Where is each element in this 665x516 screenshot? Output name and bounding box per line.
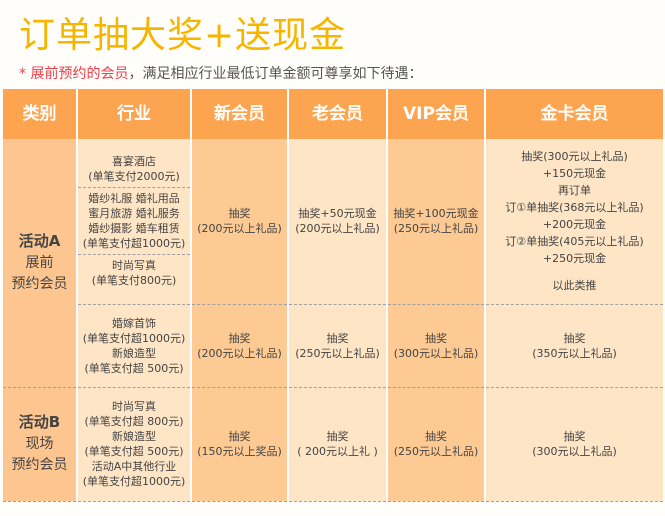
cell-line: (150元以上奖品) xyxy=(197,445,282,458)
industry-group: 时尚写真 (单笔支付超 800元) 新娘造型 (单笔支付超 500元) 活动A中其他行业… xyxy=(78,396,190,492)
new-member-cell: 抽奖 (150元以上奖品) xyxy=(190,387,288,502)
cell-line: 婚纱摄影 婚车租赁 xyxy=(88,222,180,236)
vip-member-cell: 抽奖 (300元以上礼品) xyxy=(386,304,485,388)
header-new-member: 新会员 xyxy=(190,89,288,139)
page-title: 订单抽大奖+送现金 xyxy=(19,15,347,56)
table-row: 婚嫁首饰 (单笔支付超1000元) 新娘造型 (单笔支付超 500元) 抽奖 (200元以… xyxy=(3,304,663,388)
cell-line: 抽奖 xyxy=(425,430,447,443)
cell-line: 新娘造型 xyxy=(112,346,156,360)
old-member-cell: 抽奖+50元现金 (200元以上礼品) xyxy=(287,139,387,305)
cell-line: 订①单抽奖(368元以上礼品) xyxy=(505,201,644,215)
cell-line: 抽奖+50元现金 xyxy=(298,207,377,221)
category-name: 活动A xyxy=(18,231,61,250)
cell-line: +150元现金 xyxy=(542,167,607,181)
vip-member-cell: 抽奖 (250元以上礼品) xyxy=(386,387,485,502)
cell-line: ( 200元以上礼 ) xyxy=(297,445,378,458)
cell-line: 抽奖+100元现金 xyxy=(393,207,479,221)
table-row: 活动A 展前 预约会员 喜宴酒店 (单笔支付2000元) 婚纱礼服 婚礼用品 蜜月旅游 婚礼… xyxy=(3,139,663,388)
cell-line: (250元以上礼品) xyxy=(393,445,479,458)
header-category: 类别 xyxy=(3,89,77,139)
cell-line: +200元现金 xyxy=(542,218,607,232)
cell-line: (200元以上礼品) xyxy=(197,222,282,236)
cell-line: 抽奖 xyxy=(228,331,251,345)
new-member-cell: 抽奖 (200元以上礼品) xyxy=(190,139,288,305)
cell-line: 新娘造型 xyxy=(112,430,156,443)
subtitle-text: ，满足相应行业最低订单金额可尊享如下待遇： xyxy=(128,66,423,82)
cell-line: (单笔支付超 500元) xyxy=(84,361,184,375)
industry-group: 时尚写真 (单笔支付800元) xyxy=(78,255,190,291)
cell-line: 展前 xyxy=(25,254,54,271)
cell-line: (单笔支付800元) xyxy=(91,274,177,288)
old-member-cell: 抽奖 ( 200元以上礼 ) xyxy=(287,387,387,502)
old-member-cell: 抽奖 (250元以上礼品) xyxy=(287,304,387,388)
cell-line: 抽奖 xyxy=(228,430,251,443)
cell-line: 预约会员 xyxy=(11,275,68,292)
subtitle-highlight: * 展前预约的会员 xyxy=(19,66,129,82)
gold-member-cell: 抽奖 (350元以上礼品) xyxy=(484,304,663,388)
cell-line: 抽奖 xyxy=(563,331,586,345)
cell-line: 时尚写真 xyxy=(112,400,156,413)
cell-line: (单笔支付超1000元) xyxy=(82,331,186,345)
cell-line: 活动A中其他行业 xyxy=(91,460,177,473)
cell-line: (250元以上礼品) xyxy=(393,222,479,236)
cell-line: 抽奖 xyxy=(228,207,251,221)
cell-line: 时尚写真 xyxy=(112,259,156,273)
industry-cell: 时尚写真 (单笔支付超 800元) 新娘造型 (单笔支付超 500元) 活动A中其他行业… xyxy=(76,387,191,502)
header-old-member: 老会员 xyxy=(287,89,387,139)
cell-line: (单笔支付超 800元) xyxy=(84,415,184,428)
cell-line: 预约会员 xyxy=(11,457,68,473)
cell-line: 婚纱礼服 婚礼用品 xyxy=(88,192,180,206)
subtitle: * 展前预约的会员，满足相应行业最低订单金额可尊享如下待遇： xyxy=(19,64,422,84)
new-member-cell: 抽奖 (200元以上礼品) xyxy=(190,304,288,388)
cell-line: 抽奖 xyxy=(425,331,447,345)
industry-cell: 喜宴酒店 (单笔支付2000元) 婚纱礼服 婚礼用品 蜜月旅游 婚礼服务 婚纱摄影 婚车… xyxy=(76,139,191,305)
gold-member-cell: 抽奖(300元以上礼品) +150元现金 再订单订①单抽奖(368元以上礼品) +20… xyxy=(484,139,663,305)
cell-line: (单笔支付超1000元) xyxy=(82,475,186,488)
cell-line: (300元以上礼品) xyxy=(532,445,617,458)
category-name: 活动B xyxy=(18,413,61,431)
vip-member-cell: 抽奖+100元现金 (250元以上礼品) xyxy=(386,139,485,305)
header-gold-member: 金卡会员 xyxy=(484,89,663,139)
cell-line: 蜜月旅游 婚礼服务 xyxy=(88,207,180,221)
cell-line: (200元以上礼品) xyxy=(197,346,282,360)
cell-line: (250元以上礼品) xyxy=(295,346,380,360)
header-row: 类别 行业 新会员 老会员 VIP会员 金卡会员 xyxy=(3,89,663,139)
industry-group: 喜宴酒店 (单笔支付2000元) xyxy=(78,151,190,189)
category-cell: 活动A 展前预约会员 xyxy=(3,139,77,388)
industry-cell: 婚嫁首饰 (单笔支付超1000元) 新娘造型 (单笔支付超 500元) xyxy=(76,304,191,388)
cell-line: 抽奖 xyxy=(326,331,349,345)
cell-line: (350元以上礼品) xyxy=(532,346,617,360)
benefits-table: 类别 行业 新会员 老会员 VIP会员 金卡会员 活动A 展前 预约会员 喜宴酒店 (单… xyxy=(3,89,663,502)
cell-line: 现场 xyxy=(25,436,54,452)
cell-line: 婚嫁首饰 xyxy=(112,316,156,330)
cell-line: +250元现金 xyxy=(542,252,607,266)
cell-line: 以此类推 xyxy=(552,279,597,293)
cell-line: (单笔支付超 500元) xyxy=(84,445,184,458)
cell-line: (单笔支付2000元) xyxy=(88,170,180,184)
cell-line: 喜宴酒店 xyxy=(112,155,156,169)
cell-line: 订②单抽奖(405元以上礼品) xyxy=(505,235,644,249)
industry-group: 婚纱礼服 婚礼用品 蜜月旅游 婚礼服务 婚纱摄影 婚车租赁 (单笔支付超1000元) xyxy=(78,188,190,256)
industry-group: 婚嫁首饰 (单笔支付超1000元) 新娘造型 (单笔支付超 500元) xyxy=(78,313,190,379)
cell-line: 再订单 xyxy=(558,184,591,198)
gold-member-cell: 抽奖 (300元以上礼品) xyxy=(484,387,663,502)
cell-line: (200元以上礼品) xyxy=(295,222,380,236)
category-cell: 活动B 现场预约会员 xyxy=(3,387,77,502)
header-vip-member: VIP会员 xyxy=(386,89,485,139)
cell-line: 抽奖 xyxy=(563,430,586,443)
header-industry: 行业 xyxy=(76,89,191,139)
cell-line: (单笔支付超1000元) xyxy=(82,237,186,251)
cell-line: 抽奖(300元以上礼品) xyxy=(521,150,628,164)
cell-line: (300元以上礼品) xyxy=(393,346,479,360)
cell-line: 抽奖 xyxy=(326,430,349,443)
table-row: 活动B 现场预约会员 时尚写真 (单笔支付超 800元) 新娘造型 (单笔支付超 500元… xyxy=(3,387,663,502)
